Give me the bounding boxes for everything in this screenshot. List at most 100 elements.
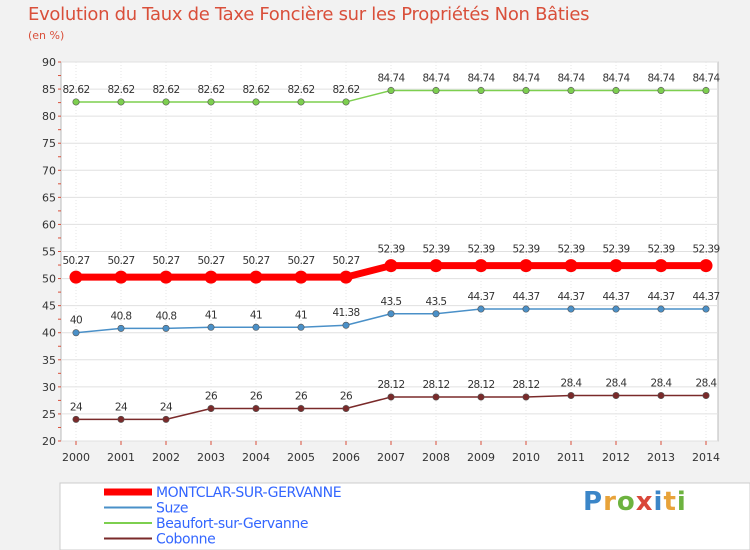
data-point (612, 86, 620, 94)
legend-label: Cobonne (156, 532, 215, 548)
data-label: 28.12 (377, 379, 404, 391)
data-label: 50.27 (332, 255, 359, 267)
data-point (522, 305, 530, 313)
data-label: 44.37 (692, 291, 719, 303)
y-tick-label: 20 (42, 435, 56, 448)
x-tick-label: 2010 (512, 451, 540, 464)
y-tick-label: 35 (42, 354, 56, 367)
data-label: 26 (295, 391, 308, 403)
y-tick-label: 50 (42, 273, 56, 286)
data-point (162, 415, 170, 423)
legend-label: MONTCLAR-SUR-GERVANNE (156, 485, 341, 501)
data-label: 28.4 (651, 378, 673, 390)
data-label: 50.27 (62, 255, 89, 267)
proxiti-logo: Proxiti (583, 487, 687, 517)
y-tick-label: 65 (42, 191, 56, 204)
data-label: 40.8 (156, 310, 177, 322)
data-point (477, 393, 485, 401)
logo-letter: x (635, 487, 654, 517)
data-label: 26 (340, 391, 353, 403)
data-point (567, 392, 575, 400)
data-point (207, 98, 215, 106)
data-point (522, 86, 530, 94)
data-label: 28.12 (422, 379, 449, 391)
data-point (339, 270, 353, 284)
legend: MONTCLAR-SUR-GERVANNESuzeBeaufort-sur-Ge… (59, 482, 750, 550)
x-tick-label: 2011 (557, 451, 585, 464)
data-label: 84.74 (557, 72, 585, 84)
data-point (609, 259, 623, 273)
data-label: 50.27 (197, 255, 224, 267)
data-label: 52.39 (692, 244, 719, 256)
data-label: 84.74 (467, 72, 495, 84)
data-point (612, 305, 620, 313)
logo-letter: P (583, 487, 604, 517)
data-label: 50.27 (242, 255, 269, 267)
data-label: 82.62 (152, 84, 179, 96)
data-point (474, 259, 488, 273)
data-label: 44.37 (557, 291, 584, 303)
data-label: 44.37 (647, 291, 674, 303)
x-tick-label: 2012 (602, 451, 630, 464)
data-label: 28.4 (561, 378, 583, 390)
data-point (162, 324, 170, 332)
data-point (297, 405, 305, 413)
x-tick-label: 2000 (62, 451, 90, 464)
data-point (342, 321, 350, 329)
data-label: 24 (115, 401, 128, 413)
data-point (249, 270, 263, 284)
data-label: 41 (205, 309, 217, 321)
data-label: 44.37 (512, 291, 539, 303)
data-label: 41.38 (332, 307, 359, 319)
data-point (207, 405, 215, 413)
y-tick-label: 40 (42, 327, 56, 340)
x-tick-label: 2006 (332, 451, 360, 464)
data-label: 41 (295, 309, 307, 321)
data-label: 52.39 (647, 244, 674, 256)
data-point (612, 392, 620, 400)
data-point (654, 259, 668, 273)
data-point (657, 392, 665, 400)
data-label: 52.39 (602, 244, 629, 256)
chart-subtitle: (en %) (28, 29, 65, 42)
data-point (252, 98, 260, 106)
data-point (387, 393, 395, 401)
data-label: 40 (70, 315, 82, 327)
data-label: 43.5 (381, 296, 402, 308)
data-label: 52.39 (512, 244, 539, 256)
data-point (564, 259, 578, 273)
y-tick-label: 25 (42, 408, 56, 421)
data-label: 50.27 (152, 255, 179, 267)
data-label: 82.62 (107, 84, 134, 96)
data-label: 50.27 (107, 255, 134, 267)
legend-label: Beaufort-sur-Gervanne (156, 516, 308, 532)
data-label: 84.74 (647, 72, 675, 84)
data-point (432, 393, 440, 401)
data-label: 44.37 (602, 291, 629, 303)
data-label: 41 (250, 309, 262, 321)
grid-layer (60, 61, 719, 442)
data-point (429, 259, 443, 273)
data-label: 40.8 (111, 310, 132, 322)
data-label: 44.37 (467, 291, 494, 303)
data-label: 26 (205, 391, 218, 403)
x-tick-label: 2009 (467, 451, 495, 464)
data-label: 82.62 (242, 84, 269, 96)
logo-letter: r (603, 487, 617, 517)
data-label: 28.4 (606, 378, 628, 390)
data-label: 52.39 (377, 244, 404, 256)
x-tick-label: 2005 (287, 451, 315, 464)
data-point (72, 98, 80, 106)
data-point (567, 305, 575, 313)
data-point (387, 310, 395, 318)
y-tick-label: 55 (42, 246, 56, 259)
axis-layer: 20 25 30 35 40 45 50 55 60 65 70 75 80 85 90 2000 2001 20… (42, 56, 720, 464)
y-tick-label: 85 (42, 83, 56, 96)
data-point (207, 323, 215, 331)
data-point (294, 270, 308, 284)
data-point (477, 86, 485, 94)
data-point (342, 405, 350, 413)
legend-box (59, 482, 750, 550)
